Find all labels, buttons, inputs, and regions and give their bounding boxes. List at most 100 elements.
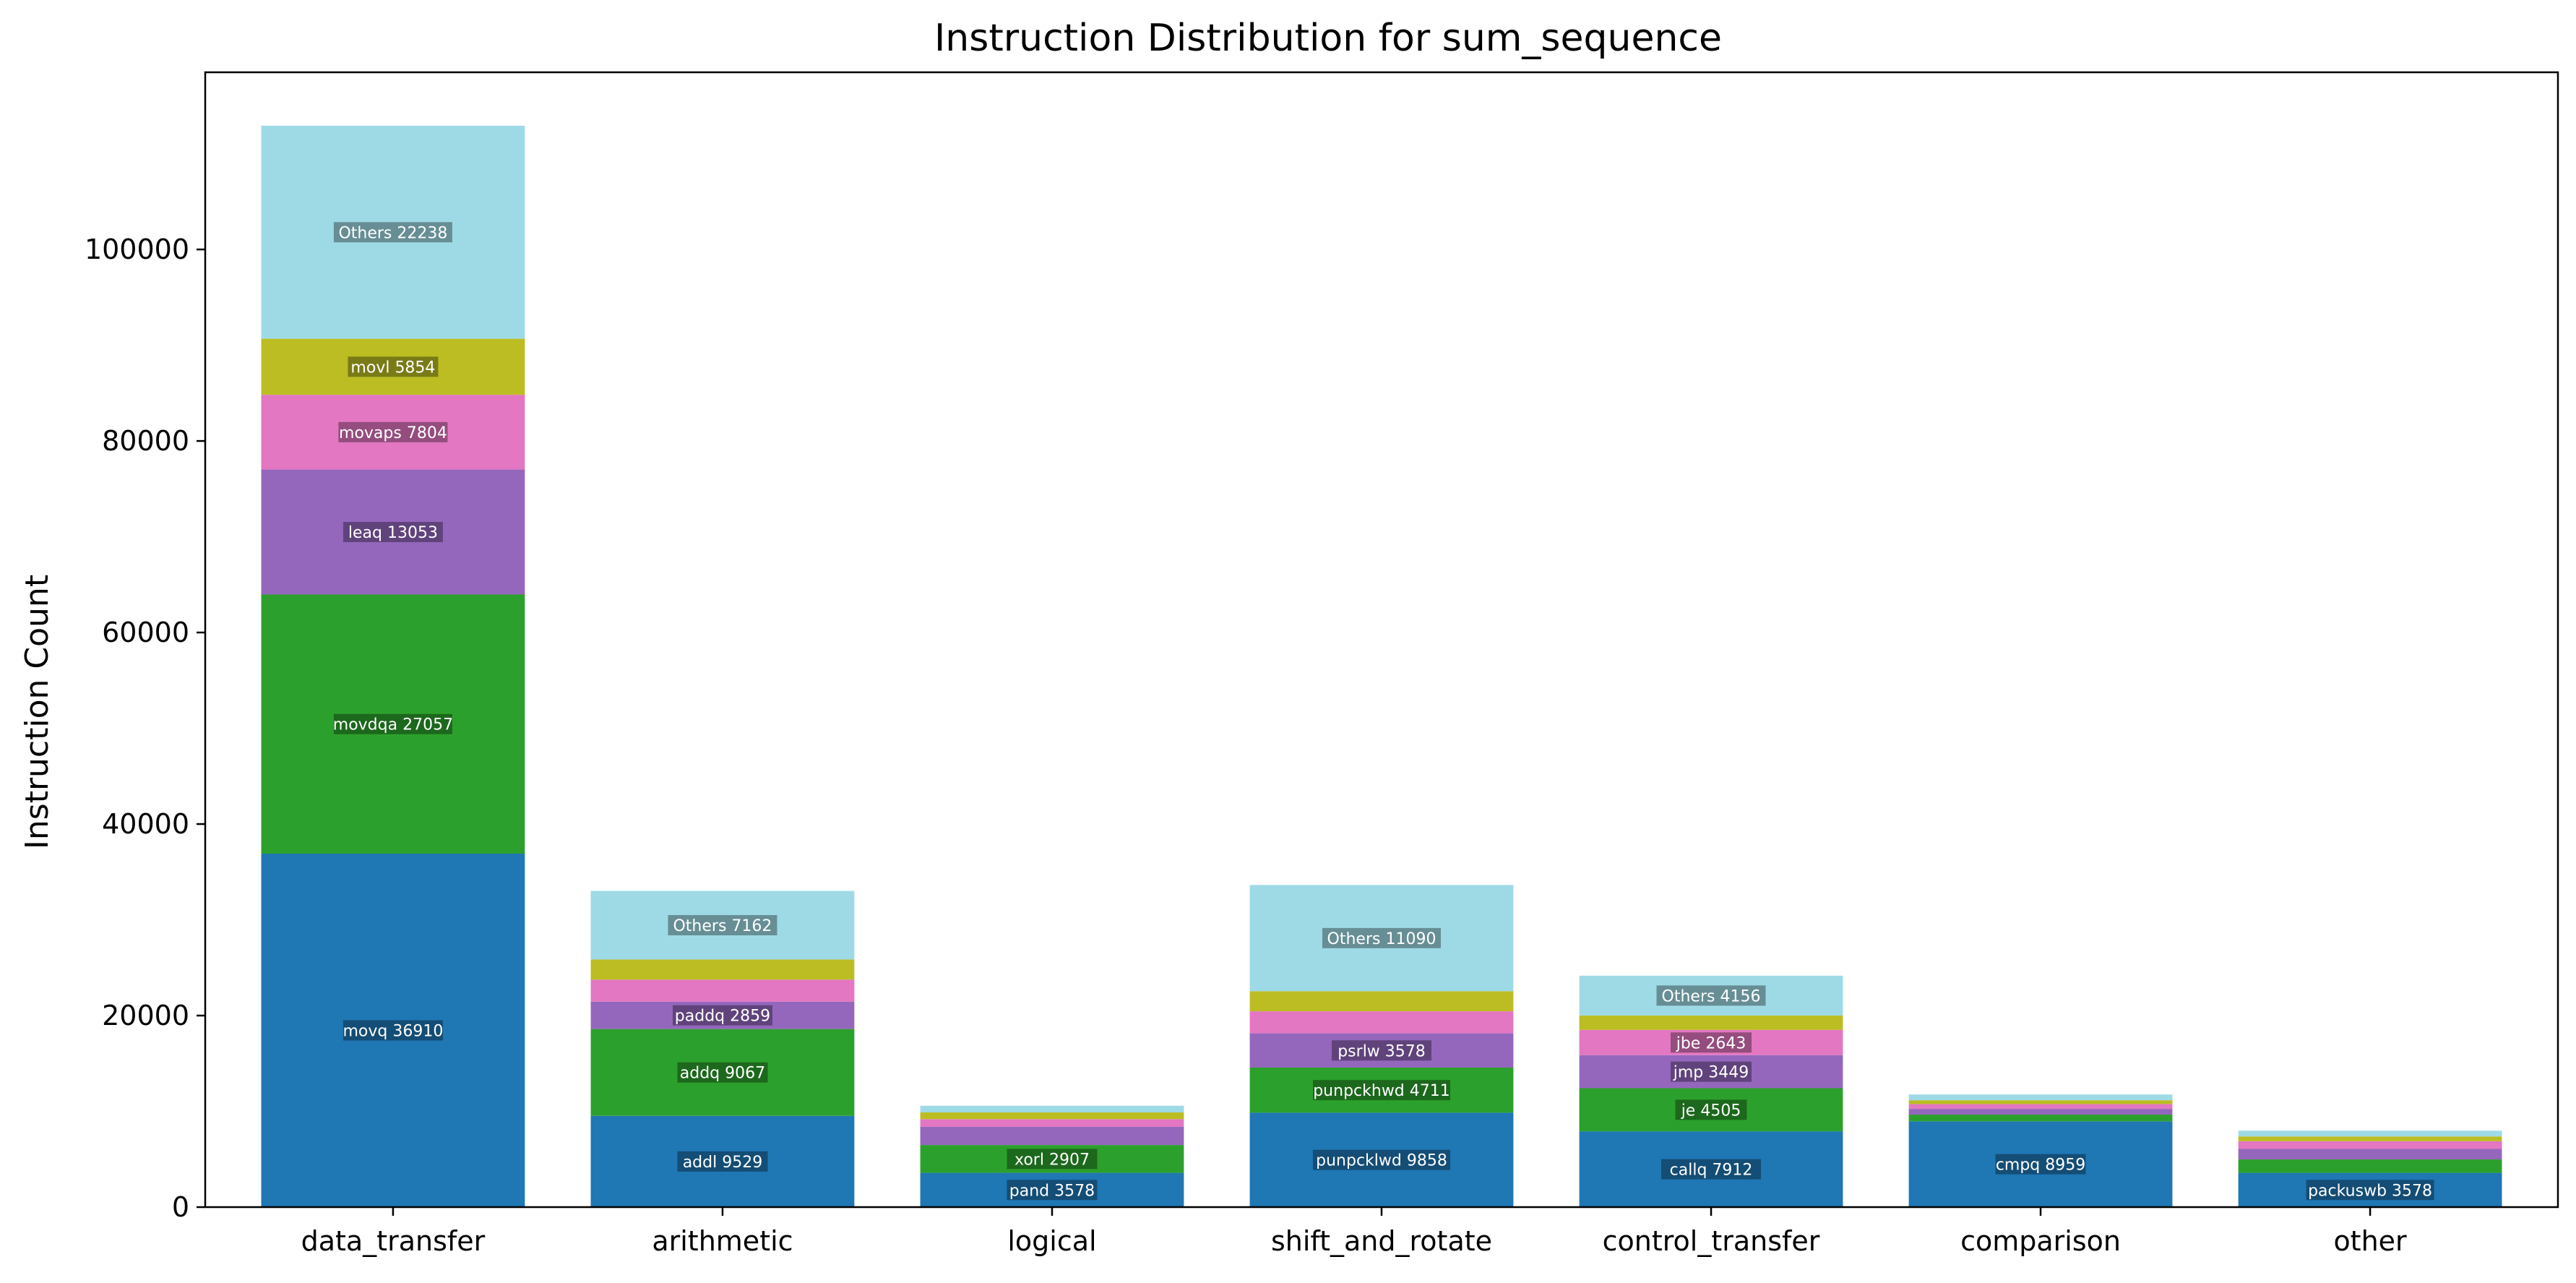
segment-label-background [343, 522, 443, 543]
bar-segment-control_transfer-je [1579, 1088, 1843, 1132]
segment-label-background [338, 421, 448, 442]
segment-label-background [333, 222, 452, 243]
x-tick-label-arithmetic: arithmetic [652, 1225, 793, 1257]
segment-label-group: addl 9529 [677, 1151, 768, 1172]
segment-label-background [677, 1062, 768, 1083]
segment-label-background [348, 356, 439, 377]
bar-segment-arithmetic-addl [590, 1115, 855, 1207]
y-tick-label: 100000 [85, 233, 189, 265]
x-tick-label-control_transfer: control_transfer [1603, 1225, 1820, 1257]
segment-label: Others 11090 [1327, 930, 1436, 948]
segment-label-group: movdqa 27057 [333, 713, 453, 734]
bar-segment-data_transfer-leaq [261, 469, 525, 595]
segment-label: Others 22238 [338, 224, 447, 242]
segment-label-group: addq 9067 [677, 1062, 768, 1083]
segment-label: movl 5854 [350, 359, 435, 377]
segment-label: punpckhwd 4711 [1313, 1082, 1450, 1100]
bar-segment-logical-xorl [920, 1145, 1184, 1173]
segment-label-group: punpckhwd 4711 [1313, 1080, 1450, 1101]
bar-segment-data_transfer-Others [261, 125, 525, 339]
segment-label: jmp 3449 [1673, 1064, 1749, 1082]
bar-segment-arithmetic-Others [590, 891, 855, 960]
bar-segment-other-series-2 [2238, 1149, 2502, 1160]
bar-segment-other-series-3 [2238, 1141, 2502, 1149]
bar-segment-shift_and_rotate-Others [1249, 885, 1514, 992]
segment-label-group: je 4505 [1675, 1099, 1747, 1120]
bar-segment-data_transfer-movdqa [261, 594, 525, 854]
bar-segment-other-series-1 [2238, 1159, 2502, 1173]
x-tick-label-comparison: comparison [1960, 1225, 2121, 1257]
segment-label-group: packuswb 3578 [2306, 1180, 2434, 1201]
segment-label-group: xorl 2907 [1007, 1149, 1098, 1170]
segment-label-group: jmp 3449 [1671, 1061, 1752, 1082]
segment-label-background [1671, 1061, 1752, 1082]
bar-segment-control_transfer-series-4 [1579, 1015, 1843, 1030]
bar-segment-other-packuswb [2238, 1172, 2502, 1207]
segment-label-background [1675, 1099, 1747, 1120]
bar-segment-other-series-5 [2238, 1130, 2502, 1137]
segment-label: paddq 2859 [675, 1008, 770, 1026]
segment-label-background [1332, 1040, 1431, 1061]
bar-segment-logical-series-4 [920, 1112, 1184, 1120]
plot-area: movq 36910 movdqa 27057 leaq 13053 movaps 7… [85, 71, 2559, 1257]
x-tick-label-other: other [2333, 1225, 2407, 1257]
segment-label: punpcklwd 9858 [1316, 1152, 1447, 1170]
segment-label-background [677, 1151, 768, 1172]
segment-label-background [1007, 1180, 1098, 1201]
segment-label-background [668, 915, 777, 935]
segment-label: addq 9067 [680, 1065, 765, 1083]
bar-segment-arithmetic-series-4 [590, 959, 855, 980]
segment-label-group: movq 36910 [343, 1020, 444, 1041]
y-tick-label: 0 [172, 1191, 189, 1223]
segment-label-background [343, 1020, 443, 1041]
bar-segment-shift_and_rotate-series-4 [1249, 991, 1514, 1012]
bar-segment-logical-series-3 [920, 1119, 1184, 1127]
segment-label-group: paddq 2859 [672, 1005, 772, 1026]
segment-label: pand 3578 [1009, 1182, 1095, 1200]
segment-label-group: cmpq 8959 [1995, 1154, 2086, 1175]
bar-segment-arithmetic-addq [590, 1029, 855, 1116]
segment-label-background [1995, 1154, 2086, 1175]
bar-segment-logical-pand [920, 1172, 1184, 1207]
segment-label-group: Others 22238 [333, 222, 452, 243]
segment-label-group: Others 4156 [1656, 985, 1766, 1006]
segment-label: addl 9529 [683, 1154, 763, 1172]
segment-label-group: Others 7162 [668, 915, 777, 935]
segment-label-background [1671, 1032, 1752, 1053]
segment-label: je 4505 [1681, 1102, 1741, 1120]
segment-label: xorl 2907 [1015, 1151, 1090, 1169]
bar-segment-shift_and_rotate-punpckhwd [1249, 1067, 1514, 1113]
segment-label: Others 4156 [1662, 987, 1761, 1005]
segment-label-group: punpcklwd 9858 [1313, 1149, 1450, 1170]
segment-label-background [1313, 1149, 1450, 1170]
segment-label-group: Others 11090 [1322, 927, 1441, 948]
bar-segment-shift_and_rotate-punpcklwd [1249, 1112, 1514, 1207]
bar-segment-comparison-series-1 [1908, 1115, 2173, 1122]
bar-segment-logical-series-5 [920, 1105, 1184, 1113]
segment-label-group: psrlw 3578 [1332, 1040, 1431, 1061]
bar-segment-comparison-series-3 [1908, 1104, 2173, 1110]
bar-segment-shift_and_rotate-psrlw [1249, 1033, 1514, 1068]
segment-label: callq 7912 [1670, 1162, 1753, 1180]
bar-segment-comparison-cmpq [1908, 1121, 2173, 1207]
bar-segment-other-series-4 [2238, 1136, 2502, 1141]
segment-label-group: callq 7912 [1661, 1159, 1762, 1180]
bar-segment-arithmetic-series-3 [590, 979, 855, 1002]
x-tick-label-shift_and_rotate: shift_and_rotate [1271, 1225, 1492, 1257]
segment-label: leaq 13053 [348, 524, 438, 542]
bar-segment-logical-series-2 [920, 1126, 1184, 1146]
y-tick-label: 60000 [102, 617, 189, 648]
y-axis-title: Instruction Count [19, 575, 56, 849]
segment-label-background [1661, 1159, 1762, 1180]
segment-label-group: leaq 13053 [343, 522, 443, 543]
segment-label-background [1313, 1080, 1450, 1101]
segment-label: psrlw 3578 [1337, 1042, 1426, 1060]
bar-segment-comparison-series-4 [1908, 1100, 2173, 1104]
bar-segment-arithmetic-paddq [590, 1001, 855, 1029]
segment-label-group: movl 5854 [348, 356, 439, 377]
segment-label: movq 36910 [343, 1022, 444, 1040]
bar-segment-data_transfer-movq [261, 853, 525, 1207]
segment-label: cmpq 8959 [1996, 1157, 2085, 1175]
